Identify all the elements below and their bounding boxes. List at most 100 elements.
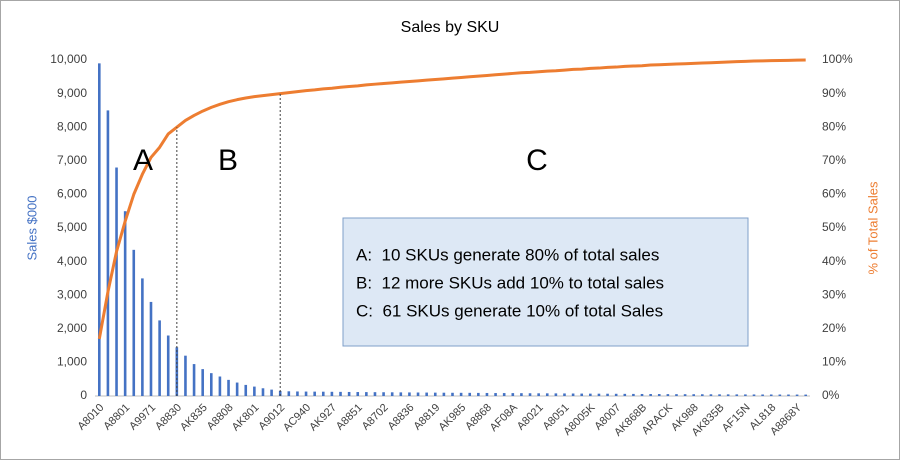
bar	[545, 393, 549, 396]
y-tick-label: 9,000	[57, 86, 87, 100]
bar	[451, 392, 454, 396]
bar	[606, 393, 609, 396]
bar	[683, 394, 687, 396]
bar	[253, 386, 256, 396]
bar	[597, 393, 601, 396]
region-label: C	[526, 144, 548, 177]
bar	[795, 394, 799, 396]
bar	[287, 391, 291, 396]
bar	[356, 392, 360, 396]
bar	[563, 393, 566, 396]
bar	[589, 393, 592, 396]
bar	[554, 393, 558, 396]
y-tick-label: 1,000	[57, 355, 87, 369]
bar	[390, 392, 394, 396]
bar	[787, 394, 790, 396]
bar	[468, 392, 472, 396]
bar	[649, 394, 652, 396]
bar	[304, 391, 308, 396]
bar	[425, 392, 428, 396]
bar	[502, 393, 506, 396]
bar	[192, 364, 196, 396]
bar	[580, 393, 584, 396]
bar	[313, 391, 316, 396]
bar	[321, 391, 325, 396]
bar	[632, 393, 635, 396]
bar	[735, 394, 739, 396]
bar	[537, 393, 540, 396]
bar	[278, 390, 282, 396]
annotation-text: A: 10 SKUs generate 80% of total sales	[356, 245, 659, 264]
y2-tick-label: 30%	[822, 287, 846, 301]
bar	[382, 392, 385, 396]
bar	[675, 394, 678, 396]
bar	[744, 394, 747, 396]
y2-tick-label: 50%	[822, 220, 846, 234]
bar	[132, 249, 136, 396]
bar	[752, 394, 756, 396]
bar	[640, 393, 644, 396]
bar	[485, 392, 489, 396]
y2-tick-label: 100%	[822, 52, 853, 66]
region-label: B	[218, 144, 238, 177]
bar	[158, 320, 161, 396]
bar	[365, 392, 368, 396]
y-tick-label: 4,000	[57, 254, 87, 268]
bar	[433, 392, 437, 396]
bar	[141, 278, 144, 396]
bar	[511, 393, 515, 396]
bar	[709, 394, 713, 396]
y-tick-label: 8,000	[57, 119, 87, 133]
bar	[571, 393, 575, 396]
y2-tick-label: 70%	[822, 153, 846, 167]
bar	[399, 392, 403, 396]
bar	[123, 211, 127, 396]
bar	[235, 382, 239, 396]
bar	[227, 379, 230, 396]
bar	[149, 301, 153, 396]
bar	[726, 394, 730, 396]
bar	[666, 394, 670, 396]
bar	[270, 389, 273, 396]
annotation-text: C: 61 SKUs generate 10% of total Sales	[356, 301, 663, 320]
y-tick-label: 5,000	[57, 220, 87, 234]
bar	[494, 393, 497, 396]
bar	[330, 391, 334, 396]
y-axis-label: Sales $000	[24, 195, 39, 260]
y-tick-label: 6,000	[57, 187, 87, 201]
bar	[520, 393, 523, 396]
y2-tick-label: 10%	[822, 355, 846, 369]
bar	[692, 394, 696, 396]
y2-axis-label: % of Total Sales	[865, 181, 880, 274]
y2-tick-label: 90%	[822, 86, 846, 100]
bar	[477, 392, 480, 396]
bar	[778, 394, 782, 396]
y-tick-label: 2,000	[57, 321, 87, 335]
bar	[459, 392, 463, 396]
bar	[804, 394, 807, 396]
bar	[166, 335, 170, 396]
bar	[261, 388, 265, 396]
annotation-text: B: 12 more SKUs add 10% to total sales	[356, 273, 664, 292]
annotation-box	[342, 217, 749, 347]
bar	[339, 391, 342, 396]
bar	[623, 393, 627, 396]
y-tick-label: 7,000	[57, 153, 87, 167]
bar	[442, 392, 446, 396]
bar	[218, 376, 222, 396]
bar	[115, 167, 118, 396]
y2-tick-label: 40%	[822, 254, 846, 268]
bar	[408, 392, 411, 396]
bar	[761, 394, 764, 396]
bar	[614, 393, 618, 396]
region-label: A	[133, 144, 153, 177]
bar	[106, 110, 110, 397]
chart-title: Sales by SKU	[401, 19, 500, 36]
bar	[373, 392, 377, 396]
bar	[701, 394, 704, 396]
bar	[98, 63, 101, 397]
bar	[657, 394, 661, 396]
bar	[769, 394, 773, 396]
